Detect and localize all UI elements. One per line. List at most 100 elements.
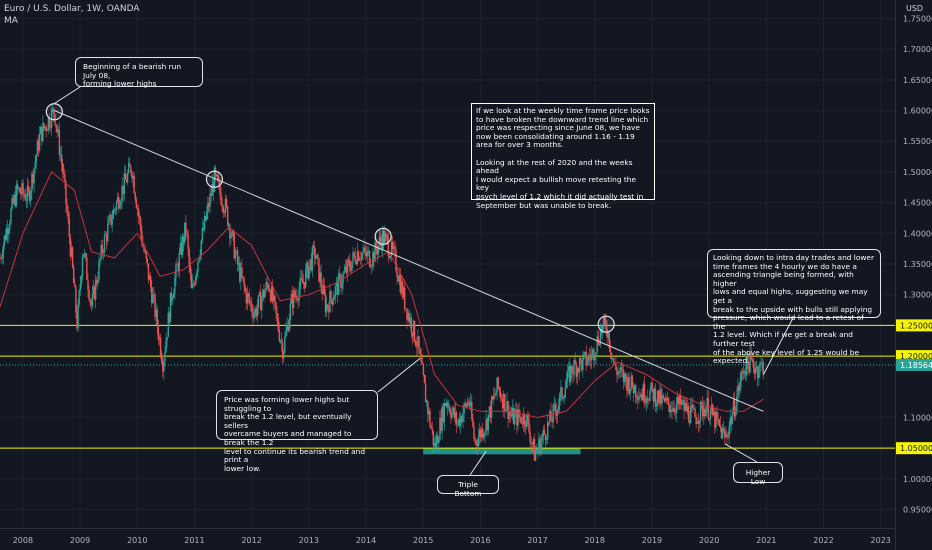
candle-body: [456, 423, 459, 425]
x-axis[interactable]: 2008 2009 2010 2011 2012 2013 2014 2015 2016 2017…: [13, 536, 891, 545]
candle-body: [504, 393, 506, 412]
candle-body: [713, 411, 715, 416]
candle-body: [634, 385, 637, 397]
candle-body: [453, 407, 455, 418]
candle-body: [568, 366, 571, 383]
candle-body: [388, 256, 391, 258]
candle-body: [742, 371, 745, 374]
x-tick-label: 2023: [871, 536, 891, 545]
candle-body: [565, 381, 568, 388]
candle-body: [141, 230, 143, 244]
candle-body: [472, 418, 474, 427]
candle-body: [461, 416, 463, 422]
candle-body: [464, 403, 466, 405]
candle-body: [428, 411, 430, 415]
candle-body: [418, 336, 420, 350]
candle-body: [670, 409, 672, 412]
candle-body: [58, 130, 61, 155]
candle-body: [245, 290, 248, 304]
candle-body: [347, 259, 350, 262]
candle-body: [637, 397, 639, 401]
candle-body: [564, 387, 566, 398]
candle-body: [305, 269, 307, 288]
candle-body: [156, 309, 158, 328]
candle-body: [682, 400, 684, 403]
candle-body: [2, 245, 4, 258]
candle-body: [355, 262, 358, 264]
key-level-label: 1.05000: [900, 444, 932, 453]
candle-body: [444, 403, 447, 407]
annotation-bearish-run[interactable]: Beginning of a bearish run July 08, form…: [75, 57, 203, 88]
candle-body: [709, 409, 712, 419]
candle-body: [587, 355, 590, 362]
annotation-weekly-analysis[interactable]: If we look at the weekly time frame pric…: [471, 103, 655, 209]
candle-body: [407, 312, 409, 320]
candle-body: [185, 222, 187, 232]
candle-body: [499, 390, 502, 398]
trendline-touch-marker[interactable]: [45, 103, 63, 121]
candle-body: [452, 407, 454, 412]
candle-body: [176, 264, 178, 266]
candle-body: [492, 396, 494, 400]
candle-body: [200, 240, 202, 255]
candle-body: [700, 401, 703, 404]
candle-body: [154, 294, 156, 318]
candle-body: [213, 167, 216, 192]
candle-body: [272, 286, 274, 302]
candle-body: [578, 358, 581, 373]
candle-body: [408, 312, 410, 323]
candle-body: [218, 180, 220, 183]
downward-trendline[interactable]: [54, 110, 764, 412]
candle-body: [180, 243, 183, 255]
annotation-triple-bottom[interactable]: Triple Bottom: [437, 475, 499, 497]
candle-body: [129, 163, 131, 167]
candle-body: [626, 379, 628, 391]
candle-body: [693, 408, 695, 410]
candle-body: [258, 292, 261, 296]
candle-body: [672, 407, 674, 412]
candle-body: [427, 401, 429, 415]
y-axis[interactable]: 1.75000 1.70000 1.65000 1.60000 1.55000 1.500…: [896, 14, 932, 515]
candle-body: [22, 183, 24, 194]
candle-body: [476, 444, 479, 447]
candle-body: [574, 360, 576, 364]
candle-body: [466, 401, 469, 407]
candle-series: [0, 102, 764, 462]
annotation-intraday-triangle[interactable]: Looking down to intra day trades and low…: [707, 249, 881, 365]
candle-body: [628, 377, 630, 394]
candle-body: [24, 195, 26, 201]
candle-body: [542, 429, 544, 437]
candle-body: [165, 340, 167, 353]
candle-body: [328, 306, 330, 313]
candle-body: [103, 235, 106, 253]
candle-body: [104, 234, 107, 236]
candle-body: [473, 426, 475, 439]
candle-body: [483, 434, 485, 438]
candle-body: [265, 282, 267, 291]
candle-body: [586, 361, 588, 365]
candle-body: [358, 259, 361, 261]
candle-body: [198, 258, 200, 262]
trendline-touch-marker[interactable]: [205, 170, 224, 188]
candle-body: [424, 383, 427, 403]
candle-body: [115, 201, 118, 211]
candle-body: [373, 252, 375, 262]
trendline-touch-marker[interactable]: [374, 227, 392, 245]
trendline-group[interactable]: [45, 103, 764, 412]
candle-body: [735, 411, 737, 417]
candle-body: [397, 276, 399, 282]
candle-body: [322, 285, 325, 295]
candle-body: [537, 448, 539, 451]
symbol-title[interactable]: Euro / U.S. Dollar, 1W, OANDA: [4, 4, 140, 14]
candle-body: [677, 397, 680, 405]
candle-body: [368, 250, 371, 267]
candle-body: [495, 392, 497, 396]
indicator-label[interactable]: MA: [4, 16, 18, 26]
candle-body: [234, 252, 237, 259]
trendline-touch-marker[interactable]: [597, 315, 615, 333]
candle-body: [652, 388, 654, 402]
candle-body: [526, 414, 528, 428]
annotation-lower-highs[interactable]: Price was forming lower highs but strugg…: [216, 390, 378, 473]
annotation-higher-low[interactable]: Higher Low: [733, 462, 783, 485]
candle-body: [69, 237, 72, 257]
